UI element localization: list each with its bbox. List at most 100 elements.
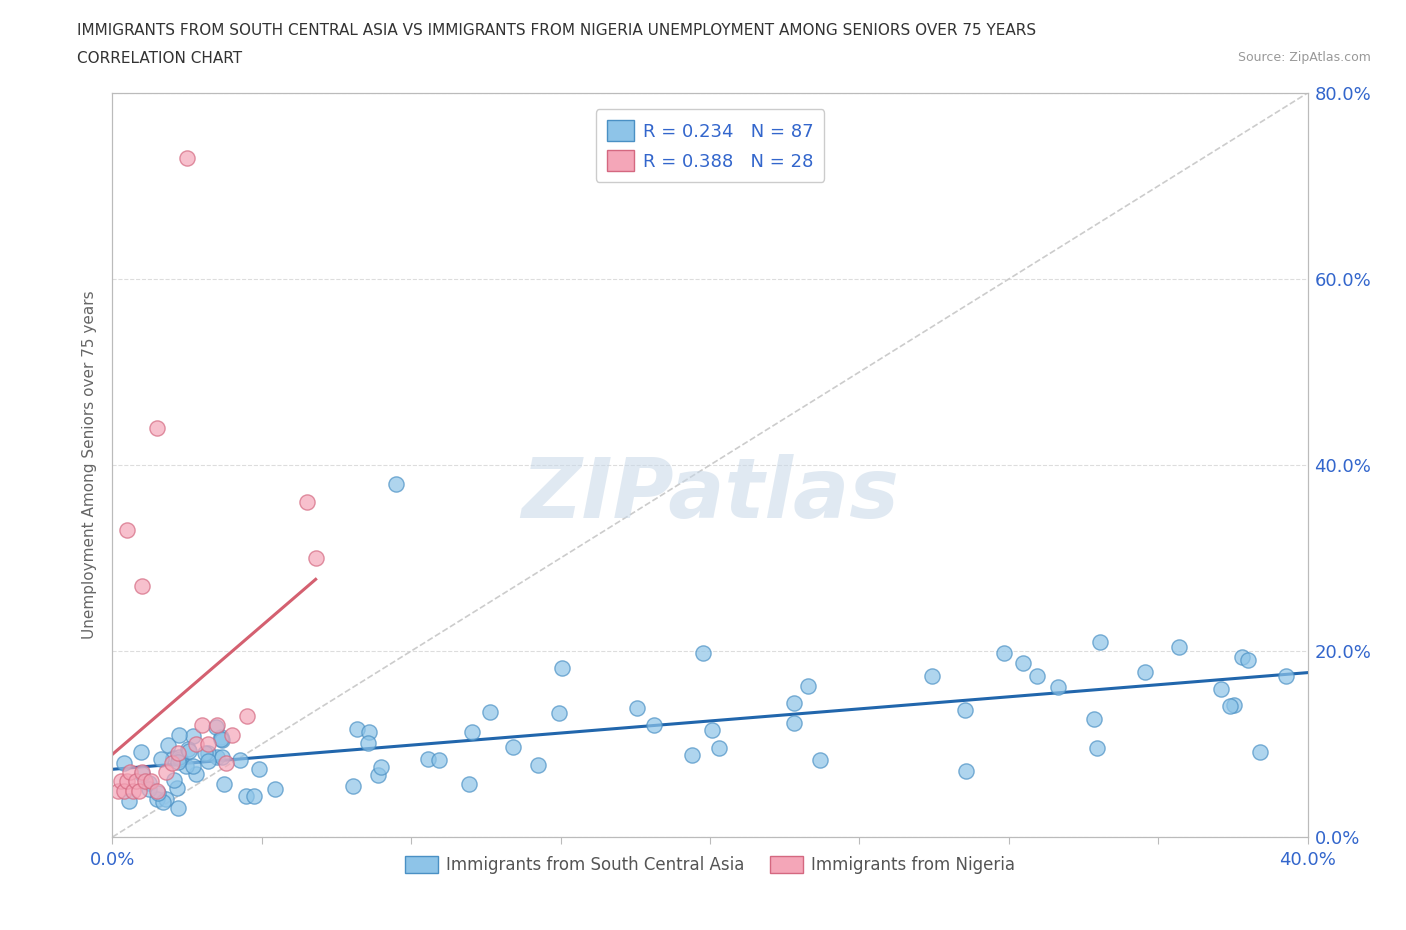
Point: [131, 766, 153, 781]
Point: [110, 774, 132, 789]
Text: CORRELATION CHART: CORRELATION CHART: [77, 51, 242, 66]
Point: [1135, 665, 1157, 680]
Point: [107, 783, 129, 798]
Point: [211, 750, 233, 764]
Point: [146, 792, 169, 807]
Point: [117, 523, 139, 538]
Point: [478, 705, 501, 720]
Point: [1167, 640, 1189, 655]
Text: Source: ZipAtlas.com: Source: ZipAtlas.com: [1237, 51, 1371, 64]
Point: [181, 728, 204, 743]
Point: [1219, 698, 1241, 713]
Point: [138, 781, 160, 796]
Point: [162, 751, 184, 765]
Point: [797, 679, 820, 694]
Point: [953, 702, 976, 717]
Point: [236, 709, 259, 724]
Point: [169, 751, 191, 766]
Point: [1025, 669, 1047, 684]
Point: [1090, 634, 1112, 649]
Point: [167, 755, 190, 770]
Point: [141, 774, 163, 789]
Point: [212, 777, 235, 791]
Point: [993, 645, 1015, 660]
Point: [155, 791, 177, 806]
Point: [186, 767, 208, 782]
Point: [229, 752, 252, 767]
Point: [211, 733, 233, 748]
Point: [122, 783, 145, 798]
Point: [166, 801, 188, 816]
Point: [370, 760, 392, 775]
Point: [162, 755, 183, 770]
Point: [221, 727, 243, 742]
Point: [461, 724, 484, 739]
Point: [346, 722, 368, 737]
Point: [150, 752, 173, 767]
Point: [207, 750, 229, 764]
Point: [112, 756, 135, 771]
Text: IMMIGRANTS FROM SOUTH CENTRAL ASIA VS IMMIGRANTS FROM NIGERIA UNEMPLOYMENT AMONG: IMMIGRANTS FROM SOUTH CENTRAL ASIA VS IM…: [77, 23, 1036, 38]
Point: [502, 740, 524, 755]
Point: [167, 727, 190, 742]
Point: [783, 715, 806, 730]
Point: [157, 737, 180, 752]
Point: [117, 774, 139, 789]
Point: [118, 793, 141, 808]
Point: [155, 764, 177, 779]
Point: [148, 786, 170, 801]
Point: [692, 645, 714, 660]
Point: [709, 740, 731, 755]
Y-axis label: Unemployment Among Seniors over 75 years: Unemployment Among Seniors over 75 years: [82, 291, 97, 639]
Point: [167, 750, 190, 764]
Point: [783, 696, 806, 711]
Point: [305, 551, 328, 565]
Point: [183, 759, 205, 774]
Point: [1083, 711, 1105, 726]
Text: ZIPatlas: ZIPatlas: [522, 454, 898, 536]
Point: [129, 745, 152, 760]
Point: [626, 700, 648, 715]
Point: [163, 773, 186, 788]
Point: [548, 706, 571, 721]
Point: [416, 751, 439, 766]
Point: [643, 718, 665, 733]
Legend: Immigrants from South Central Asia, Immigrants from Nigeria: Immigrants from South Central Asia, Immi…: [398, 849, 1022, 881]
Point: [167, 746, 190, 761]
Point: [209, 729, 232, 744]
Point: [1237, 653, 1260, 668]
Point: [209, 731, 232, 746]
Point: [367, 768, 389, 783]
Point: [427, 753, 450, 768]
Point: [702, 723, 724, 737]
Point: [174, 758, 197, 773]
Point: [357, 724, 380, 739]
Point: [197, 746, 219, 761]
Point: [197, 753, 219, 768]
Point: [204, 719, 226, 734]
Point: [1275, 669, 1298, 684]
Point: [921, 669, 943, 684]
Point: [1047, 679, 1070, 694]
Point: [166, 780, 188, 795]
Point: [131, 578, 153, 593]
Point: [357, 736, 380, 751]
Point: [114, 783, 135, 798]
Point: [1230, 649, 1253, 664]
Point: [177, 741, 200, 756]
Point: [235, 789, 257, 804]
Point: [125, 774, 148, 789]
Point: [205, 718, 228, 733]
Point: [134, 774, 156, 789]
Point: [146, 783, 169, 798]
Point: [194, 745, 217, 760]
Point: [527, 757, 550, 772]
Point: [295, 495, 318, 510]
Point: [1012, 656, 1035, 671]
Point: [1249, 744, 1271, 759]
Point: [191, 718, 214, 733]
Point: [342, 779, 364, 794]
Point: [138, 775, 160, 790]
Point: [186, 737, 208, 751]
Point: [681, 747, 703, 762]
